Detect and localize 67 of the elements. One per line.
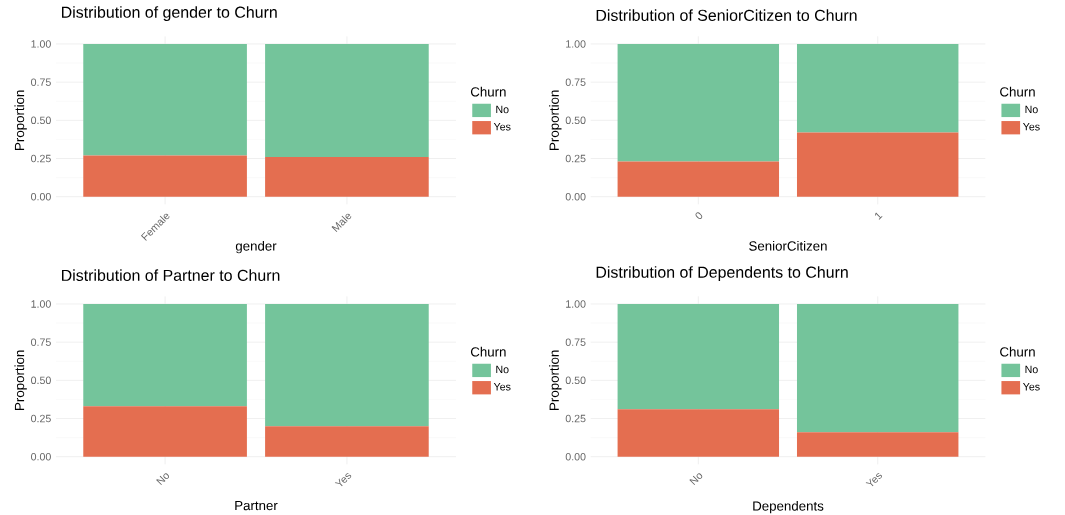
x-tick-label: No — [689, 473, 703, 486]
bar — [796, 43, 959, 133]
legend-label: Yes — [493, 383, 511, 391]
y-tick-label: 0.75 — [565, 338, 586, 346]
legend-label: Yes — [1023, 123, 1040, 131]
y-tick-label: 0.00 — [565, 452, 586, 461]
bar — [265, 156, 429, 197]
bar — [617, 303, 780, 410]
bar — [796, 132, 959, 197]
x-tick-label: 1 — [875, 212, 883, 220]
y-tick-label: 0.00 — [31, 452, 51, 461]
x-tick-label: Yes — [865, 473, 882, 487]
y-axis-title: Proportion — [14, 350, 27, 410]
y-tick-label: 0.50 — [31, 376, 51, 385]
bar — [265, 43, 429, 157]
bar — [796, 303, 959, 433]
legend-title: Churn — [1000, 346, 1035, 357]
x-axis-title: Dependents — [753, 500, 824, 514]
bar — [617, 43, 780, 162]
legend-label: No — [1025, 365, 1038, 374]
bar — [83, 303, 247, 407]
y-tick-label: 0.25 — [565, 154, 586, 163]
bar — [617, 409, 780, 457]
legend-title: Churn — [1000, 86, 1035, 97]
chart-title: Distribution of Partner to Churn — [62, 269, 280, 281]
y-tick-label: 0.25 — [31, 154, 51, 163]
y-tick-label: 0.00 — [565, 192, 586, 201]
legend-label: No — [496, 365, 509, 374]
x-tick-label: Yes — [334, 473, 352, 487]
chart-title: Distribution of SeniorCitizen to Churn — [596, 9, 857, 21]
bar — [83, 155, 247, 197]
bar — [265, 303, 429, 427]
legend-label: No — [496, 105, 509, 114]
y-tick-label: 1.00 — [566, 40, 586, 48]
bar — [83, 43, 247, 156]
bar — [83, 406, 247, 457]
x-axis-title: SeniorCitizen — [749, 240, 827, 251]
legend-title: Churn — [470, 86, 506, 97]
y-tick-label: 0.75 — [31, 78, 51, 86]
bar — [796, 432, 959, 457]
y-tick-label: 1.00 — [566, 300, 586, 308]
chart-title: Distribution of gender to Churn — [62, 6, 277, 21]
y-tick-label: 0.25 — [565, 414, 586, 423]
y-tick-label: 0.00 — [31, 192, 51, 201]
bar — [617, 161, 780, 197]
x-tick-label: Male — [331, 213, 352, 233]
chart-title: Distribution of Dependents to Churn — [596, 266, 848, 282]
x-axis-title: Partner — [235, 500, 278, 511]
bar — [265, 426, 429, 457]
legend-label: Yes — [1023, 383, 1040, 391]
legend-label: No — [1025, 105, 1038, 114]
y-tick-label: 1.00 — [31, 40, 51, 48]
x-tick-label: 0 — [695, 212, 703, 220]
legend-label: Yes — [493, 123, 511, 131]
legend-title: Churn — [470, 346, 506, 357]
x-tick-label: No — [156, 473, 170, 486]
y-axis-title: Proportion — [549, 90, 562, 150]
y-tick-label: 0.75 — [31, 338, 51, 346]
y-tick-label: 1.00 — [31, 300, 51, 308]
y-tick-label: 0.75 — [565, 78, 586, 86]
y-axis-title: Proportion — [549, 350, 562, 410]
y-tick-label: 0.50 — [565, 116, 586, 125]
y-tick-label: 0.50 — [565, 376, 586, 385]
y-tick-label: 0.50 — [31, 116, 51, 125]
y-axis-title: Proportion — [14, 90, 27, 150]
y-tick-label: 0.25 — [31, 414, 51, 423]
x-axis-title: gender — [235, 240, 277, 254]
